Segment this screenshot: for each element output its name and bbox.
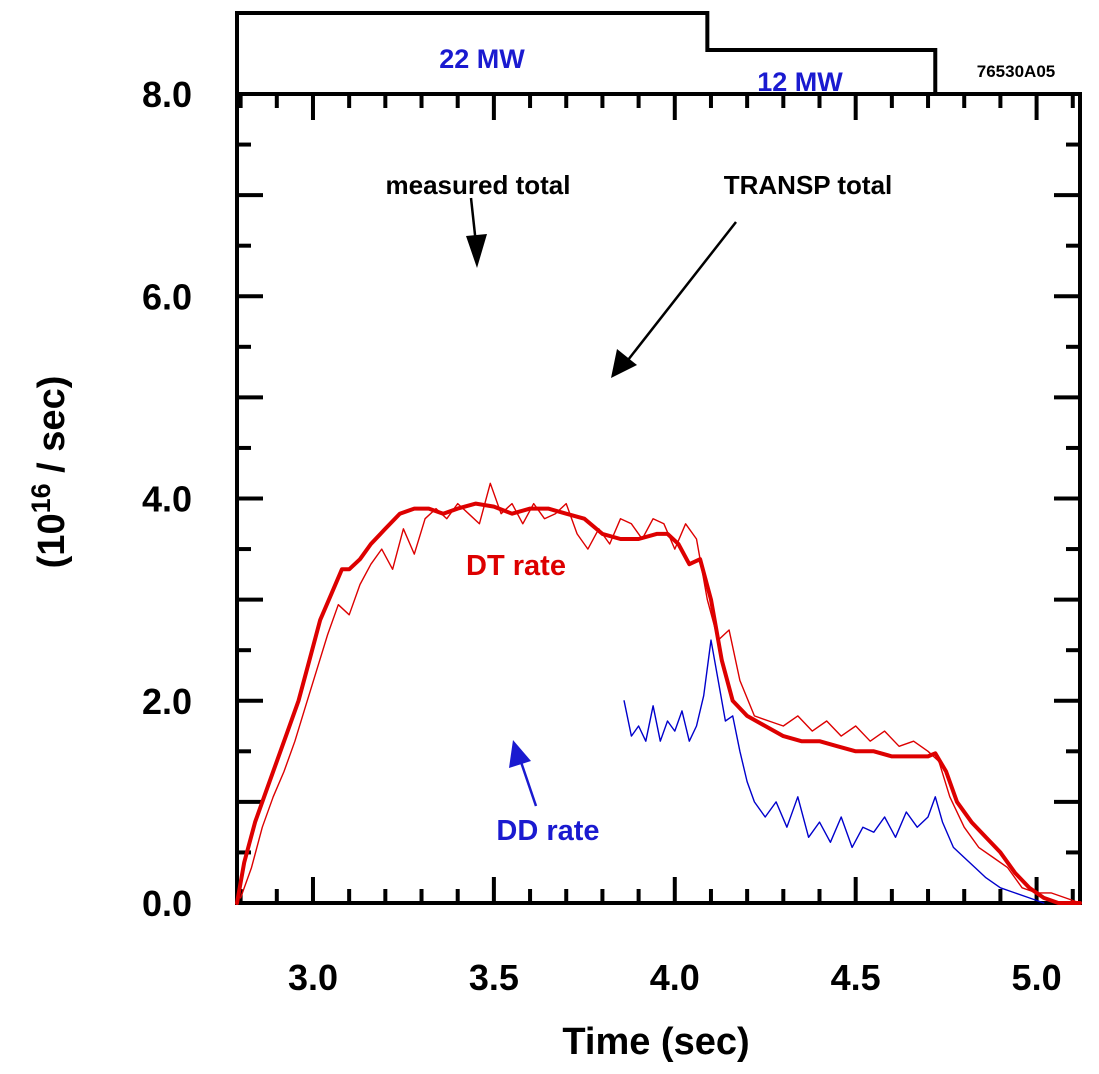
data-series — [235, 482, 1082, 905]
x-tick-label: 3.0 — [288, 957, 338, 998]
axis-tick-labels: 3.0 3.5 4.0 4.5 5.0 0.0 2.0 4.0 6.0 8.0 — [142, 74, 1062, 998]
y-axis-title-exponent: 16 — [26, 483, 56, 513]
power-22mw-label: 22 MW — [439, 44, 525, 74]
measured-total-arrow — [466, 197, 487, 268]
y-tick-label: 0.0 — [142, 883, 192, 924]
y-tick-label: 4.0 — [142, 479, 192, 520]
series-line-dt-transp — [235, 501, 1082, 905]
y-axis-title-open: (10 — [31, 513, 73, 568]
x-axis-title: Time (sec) — [562, 1021, 749, 1063]
series-line-dt-measured — [239, 482, 1081, 904]
measured-total-annotation: measured total — [386, 170, 571, 200]
axis-ticks — [237, 92, 1080, 905]
y-tick-label: 2.0 — [142, 681, 192, 722]
y-tick-label: 8.0 — [142, 74, 192, 115]
figure-id-label: 76530A05 — [977, 62, 1055, 81]
x-tick-label: 4.0 — [650, 957, 700, 998]
y-tick-label: 6.0 — [142, 276, 192, 317]
y-axis-title: (1016 / sec) — [26, 376, 73, 569]
dd-rate-arrow — [509, 740, 538, 807]
x-tick-label: 4.5 — [831, 957, 881, 998]
dd-rate-annotation: DD rate — [496, 815, 599, 847]
x-tick-label: 3.5 — [469, 957, 519, 998]
series-line-dd-measured — [623, 639, 1045, 904]
beam-power-trace — [235, 11, 938, 94]
dt-rate-annotation: DT rate — [466, 550, 566, 582]
beam-power-line — [235, 11, 938, 94]
y-axis-title-rest: / sec) — [31, 376, 73, 484]
plot-area-frame — [235, 92, 1082, 905]
transp-total-arrow — [611, 221, 737, 378]
transp-total-annotation: TRANSP total — [724, 170, 893, 200]
x-tick-label: 5.0 — [1012, 957, 1062, 998]
